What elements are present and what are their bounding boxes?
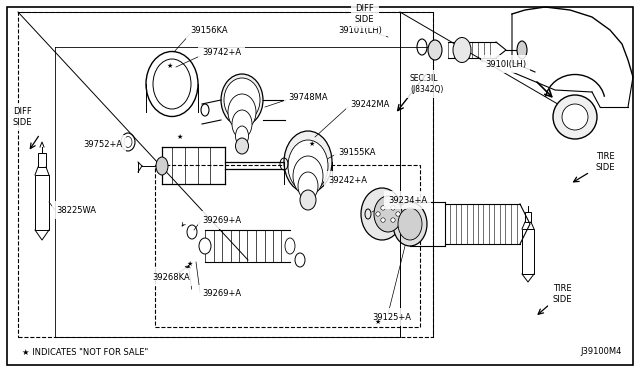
Circle shape: [562, 104, 588, 130]
Text: 39242MA: 39242MA: [350, 99, 389, 109]
Circle shape: [553, 95, 597, 139]
Ellipse shape: [293, 156, 323, 196]
Text: 39155KA: 39155KA: [338, 148, 376, 157]
Circle shape: [391, 206, 395, 210]
Text: 39125+A: 39125+A: [372, 312, 411, 321]
Ellipse shape: [428, 40, 442, 60]
Bar: [522, 229, 534, 274]
Ellipse shape: [300, 190, 316, 210]
Ellipse shape: [228, 94, 256, 130]
Text: 39101(LH): 39101(LH): [338, 26, 382, 35]
Ellipse shape: [361, 188, 403, 240]
Ellipse shape: [224, 78, 260, 122]
Text: 3910I(LH): 3910I(LH): [485, 60, 526, 68]
Text: 39242+A: 39242+A: [328, 176, 367, 185]
Text: J39100M4: J39100M4: [580, 347, 622, 356]
Circle shape: [396, 212, 400, 216]
Ellipse shape: [236, 138, 248, 154]
Text: DIFF
SIDE: DIFF SIDE: [12, 107, 32, 127]
Text: ★ INDICATES "NOT FOR SALE": ★ INDICATES "NOT FOR SALE": [22, 347, 148, 356]
Bar: [35, 175, 49, 230]
Text: 39156KA: 39156KA: [190, 26, 228, 35]
Text: ★: ★: [167, 63, 173, 69]
Text: TIRE
SIDE: TIRE SIDE: [595, 152, 615, 172]
Text: DIFF
SIDE: DIFF SIDE: [355, 4, 374, 24]
Ellipse shape: [285, 238, 295, 254]
Bar: [155, 165, 420, 327]
Ellipse shape: [288, 140, 328, 192]
Circle shape: [381, 206, 385, 210]
Ellipse shape: [284, 131, 332, 193]
Circle shape: [376, 212, 380, 216]
Ellipse shape: [156, 157, 168, 175]
Text: TIRE
SIDE: TIRE SIDE: [552, 284, 572, 304]
Circle shape: [381, 218, 385, 222]
Ellipse shape: [374, 196, 402, 232]
Bar: [38, 153, 46, 167]
Circle shape: [391, 218, 395, 222]
Ellipse shape: [298, 172, 318, 200]
Text: ★: ★: [375, 319, 381, 325]
Text: ★: ★: [177, 134, 183, 140]
Text: ★: ★: [187, 261, 193, 267]
Bar: [18, 12, 433, 337]
Text: 39748MA: 39748MA: [288, 93, 328, 102]
Ellipse shape: [236, 126, 248, 146]
Ellipse shape: [199, 238, 211, 254]
Ellipse shape: [153, 59, 191, 109]
Text: 39269+A: 39269+A: [202, 215, 241, 224]
Text: 39752+A: 39752+A: [83, 140, 122, 148]
Text: 39234+A: 39234+A: [388, 196, 427, 205]
Text: 39269+A: 39269+A: [202, 289, 241, 298]
Ellipse shape: [393, 202, 427, 246]
Text: 38225WA: 38225WA: [56, 205, 96, 215]
Ellipse shape: [221, 74, 263, 126]
Text: 39742+A: 39742+A: [202, 48, 241, 57]
Ellipse shape: [398, 208, 422, 240]
Text: SEC.3IL
(J8342Q): SEC.3IL (J8342Q): [410, 74, 444, 94]
Text: ★: ★: [309, 141, 315, 147]
Ellipse shape: [517, 41, 527, 59]
Text: 39268KA: 39268KA: [152, 273, 189, 282]
Bar: [525, 212, 531, 222]
Ellipse shape: [453, 38, 471, 62]
Ellipse shape: [232, 110, 252, 138]
